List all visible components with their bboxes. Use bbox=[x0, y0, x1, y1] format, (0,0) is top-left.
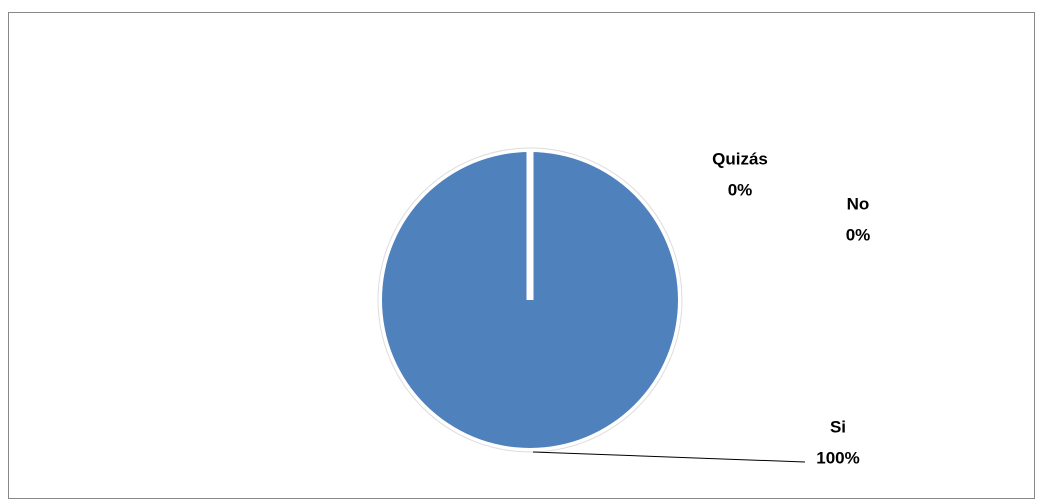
data-label-category: No bbox=[847, 194, 870, 213]
data-label-value: 0% bbox=[846, 225, 871, 244]
leader-line bbox=[532, 451, 806, 463]
data-label-category: Si bbox=[830, 417, 846, 436]
data-label-value: 0% bbox=[728, 180, 753, 199]
data-label-value: 100% bbox=[816, 448, 859, 467]
data-label-category: Quizás bbox=[712, 149, 768, 168]
